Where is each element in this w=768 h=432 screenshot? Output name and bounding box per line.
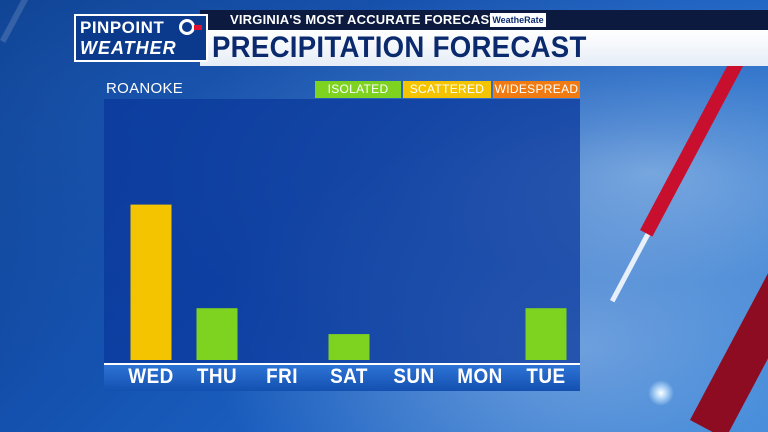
weatherate-badge: WeatheRate	[490, 13, 546, 27]
legend-scattered: SCATTERED	[403, 81, 491, 98]
day-label-mon: MON	[457, 365, 503, 388]
location-label: ROANOKE	[106, 80, 184, 97]
chart-panel	[104, 99, 580, 366]
day-axis	[104, 363, 580, 391]
page-title: PRECIPITATION FORECAST	[212, 31, 587, 64]
day-label-wed: WED	[128, 365, 174, 388]
logo-line1: PINPOINT	[80, 18, 165, 37]
target-dot-icon	[194, 25, 202, 30]
legend-isolated: ISOLATED	[315, 81, 401, 98]
pinpoint-weather-logo: PINPOINT WEATHER	[74, 14, 208, 62]
logo-line2: WEATHER	[80, 38, 177, 58]
day-label-sat: SAT	[330, 365, 368, 388]
station-title: VIRGINIA'S MOST ACCURATE FORECAST	[230, 12, 498, 27]
day-label-tue: TUE	[526, 365, 566, 388]
legend-widespread: WIDESPREAD	[493, 81, 580, 98]
bar-sat	[328, 334, 370, 360]
bar-tue	[525, 308, 567, 360]
precip-chart	[130, 204, 567, 360]
day-label-sun: SUN	[393, 365, 435, 388]
stripe-darkred	[690, 190, 768, 432]
day-label-fri: FRI	[266, 365, 298, 388]
bar-wed	[130, 204, 172, 360]
bar-thu	[196, 308, 238, 360]
stripe-navy	[0, 0, 62, 43]
target-icon	[179, 19, 195, 35]
top-banner	[200, 10, 768, 30]
day-label-thu: THU	[196, 365, 238, 388]
lens-flare	[648, 380, 674, 406]
title-banner	[200, 30, 768, 66]
